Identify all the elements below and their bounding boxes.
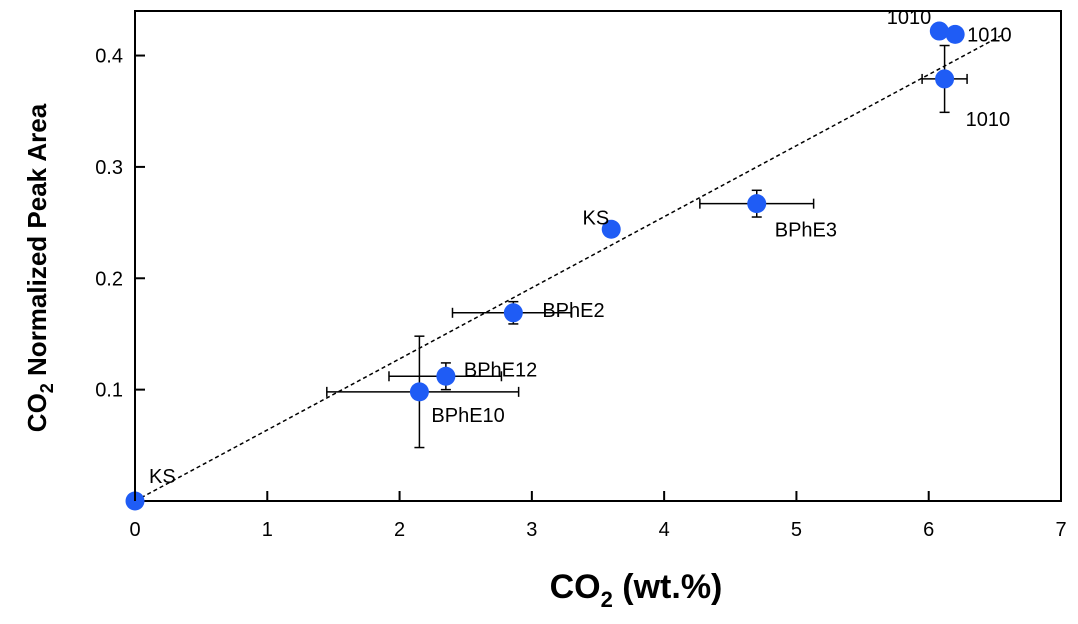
x-tick-label: 1 xyxy=(262,519,273,541)
x-tick-label: 7 xyxy=(1055,519,1066,541)
y-axis-title-rest: Normalized Peak Area xyxy=(22,103,52,383)
x-tick-label: 3 xyxy=(526,519,537,541)
trendline xyxy=(134,34,1002,502)
point-label: 1010 xyxy=(967,24,1012,46)
data-point xyxy=(436,366,456,386)
point-label-layer: KS BPhE10 BPhE12 BPhE2 KS BPhE3 1010 1010 1010 xyxy=(149,7,1012,488)
y-tick-label: 0.4 xyxy=(95,46,123,68)
y-axis-title-sub: 2 xyxy=(37,383,57,393)
point-layer xyxy=(125,21,965,511)
data-point xyxy=(945,24,965,44)
point-label: BPhE12 xyxy=(464,359,537,381)
plot-frame xyxy=(134,10,1062,502)
x-tick-label: 4 xyxy=(659,519,670,541)
data-point xyxy=(929,21,949,41)
x-axis-title-main: CO xyxy=(550,568,601,606)
x-tick-label: 2 xyxy=(394,519,405,541)
x-tick-label: 6 xyxy=(923,519,934,541)
data-point xyxy=(601,219,621,239)
data-point xyxy=(935,69,955,89)
x-tick-label: 5 xyxy=(791,519,802,541)
y-tick-label: 0.1 xyxy=(95,380,123,402)
point-label: BPhE10 xyxy=(431,405,504,427)
x-axis-title-rest: (wt.%) xyxy=(613,568,723,606)
point-label: BPhE3 xyxy=(775,220,837,242)
y-axis-title-main: CO xyxy=(22,393,52,432)
data-point xyxy=(409,382,429,402)
point-label: BPhE2 xyxy=(542,300,604,322)
trendline-layer xyxy=(134,34,1002,502)
x-axis-title-sub: 2 xyxy=(601,587,613,612)
data-point xyxy=(503,303,523,323)
x-axis-title: CO2 (wt.%) xyxy=(550,568,723,612)
tick-layer: 0 1 2 3 4 5 6 7 0.1 0.2 0.3 0.4 xyxy=(95,46,1066,541)
y-tick-label: 0.3 xyxy=(95,157,123,179)
y-axis-title: CO2 Normalized Peak Area xyxy=(22,103,57,432)
data-point xyxy=(747,194,767,214)
point-label: KS xyxy=(583,207,610,229)
point-label: 1010 xyxy=(887,7,932,29)
point-label: KS xyxy=(149,466,176,488)
y-tick-label: 0.2 xyxy=(95,268,123,290)
point-label: 1010 xyxy=(966,109,1011,131)
x-tick-label: 0 xyxy=(129,519,140,541)
